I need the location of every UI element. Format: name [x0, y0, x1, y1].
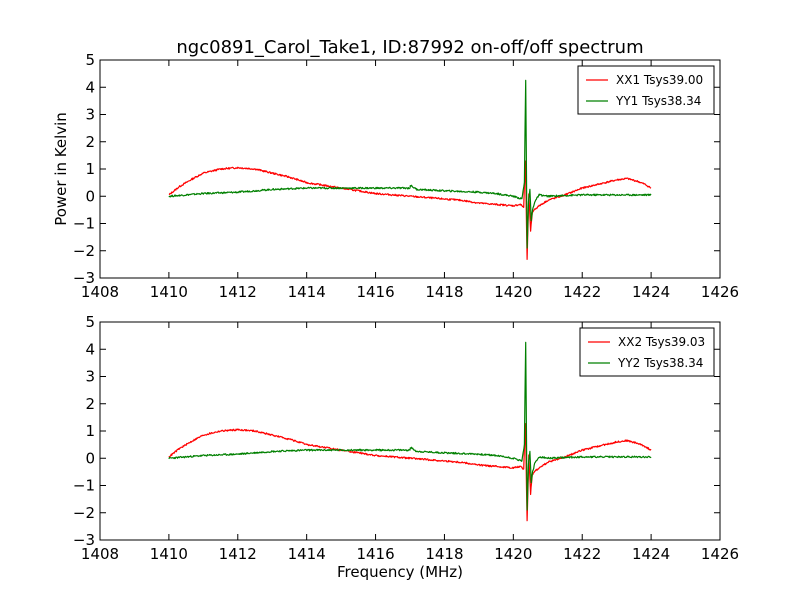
y-tick-label: 3: [85, 368, 95, 386]
x-tick-label: 1412: [219, 283, 257, 301]
plots-layer: 1408 1410 1412 1414 1416 1418 1420 1422 1424 1426…: [52, 51, 739, 581]
y-tick-label: 1: [85, 422, 95, 440]
y-tick-label: −2: [73, 242, 95, 260]
figure-title: ngc0891_Carol_Take1, ID:87992 on-off/off…: [176, 37, 643, 58]
series-line-1: [168, 160, 652, 260]
x-tick-label: 1424: [632, 545, 670, 563]
x-tick-label: 1412: [219, 545, 257, 563]
y-tick-label: −2: [73, 504, 95, 522]
y-tick-label: 5: [85, 51, 95, 69]
x-tick-label: 1408: [81, 545, 119, 563]
y-tick-label: 0: [85, 187, 95, 205]
y-tick-label: 4: [85, 78, 95, 96]
y-tick-label: 2: [85, 395, 95, 413]
x-tick-label: 1422: [563, 545, 601, 563]
y-tick-label: 2: [85, 133, 95, 151]
y-tick-label: 1: [85, 160, 95, 178]
series-line-2: [168, 341, 652, 511]
y-tick-label: 0: [85, 449, 95, 467]
series-line-1: [168, 423, 652, 522]
x-tick-label: 1414: [288, 545, 326, 563]
x-tick-label: 1408: [81, 283, 119, 301]
x-tick-label: 1414: [288, 283, 326, 301]
legend-box: [577, 65, 715, 115]
legend: XX1 Tsys39.00 YY1 Tsys38.34: [577, 65, 715, 115]
x-tick-label: 1416: [356, 545, 394, 563]
y-tick-label: −1: [73, 215, 95, 233]
x-tick-label: 1416: [356, 283, 394, 301]
legend: XX2 Tsys39.03 YY2 Tsys38.34: [579, 327, 715, 377]
series-line-2: [168, 79, 652, 249]
legend-label: YY1 Tsys38.34: [615, 94, 701, 108]
x-tick-label: 1424: [632, 283, 670, 301]
y-tick-label: −3: [73, 531, 95, 549]
x-tick-label: 1418: [425, 545, 463, 563]
y-tick-label: −3: [73, 269, 95, 287]
x-tick-label: 1410: [150, 283, 188, 301]
x-tick-label: 1418: [425, 283, 463, 301]
x-tick-label: 1420: [494, 545, 532, 563]
plot-panel-2: 1408 1410 1412 1414 1416 1418 1420 1422 1424 1426…: [73, 313, 739, 581]
legend-box: [579, 327, 715, 377]
y-tick-label: 3: [85, 106, 95, 124]
legend-label: XX2 Tsys39.03: [618, 335, 705, 349]
x-tick-label: 1410: [150, 545, 188, 563]
x-tick-label: 1426: [701, 545, 739, 563]
y-tick-label: −1: [73, 477, 95, 495]
y-axis-label: Power in Kelvin: [52, 112, 70, 226]
legend-label: YY2 Tsys38.34: [617, 356, 703, 370]
plot-panel-1: 1408 1410 1412 1414 1416 1418 1420 1422 1424 1426…: [52, 51, 739, 301]
x-tick-label: 1420: [494, 283, 532, 301]
y-tick-label: 5: [85, 313, 95, 331]
x-tick-label: 1426: [701, 283, 739, 301]
x-axis-label: Frequency (MHz): [337, 563, 463, 581]
x-tick-label: 1422: [563, 283, 601, 301]
y-tick-label: 4: [85, 340, 95, 358]
legend-label: XX1 Tsys39.00: [616, 73, 703, 87]
